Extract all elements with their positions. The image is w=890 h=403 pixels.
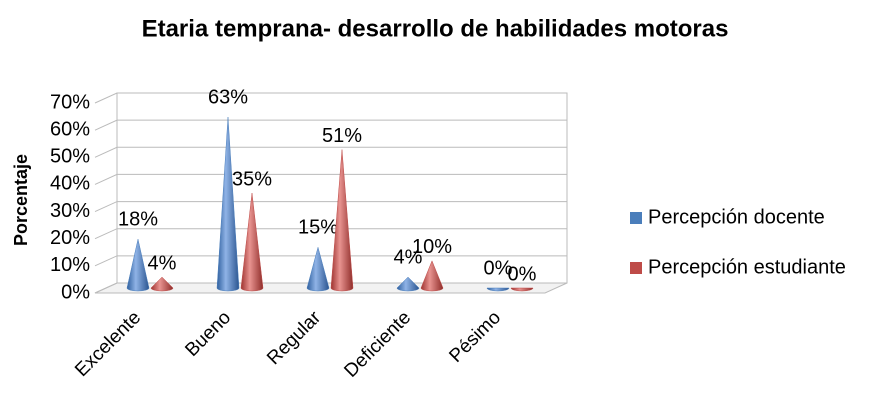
data-label: 0% (508, 263, 537, 285)
grid-line (94, 119, 567, 131)
y-tick-label: 70% (50, 91, 90, 113)
grid-line (94, 201, 567, 213)
data-label: 51% (322, 125, 362, 147)
y-tick-label: 20% (50, 227, 90, 249)
x-tick-label: Bueno (181, 307, 235, 361)
cone (396, 276, 420, 292)
y-tick-label: 30% (50, 200, 90, 222)
data-label: 35% (232, 168, 272, 190)
legend-label: Percepción estudiante (648, 256, 846, 278)
x-tick-label: Excelente (71, 307, 145, 381)
x-tick-label: Regular (263, 307, 325, 369)
grid-line (94, 146, 567, 158)
grid-line (94, 255, 567, 267)
x-tick-label: Pésimo (445, 307, 505, 367)
cone (240, 192, 264, 292)
y-tick-label: 60% (50, 118, 90, 140)
cone (510, 287, 534, 292)
grid-line (94, 173, 567, 185)
cone (306, 246, 330, 292)
y-tick-label: 10% (50, 254, 90, 276)
grid-line (94, 228, 567, 240)
cone (150, 276, 174, 292)
legend-swatch (630, 212, 642, 224)
cone (420, 260, 444, 292)
data-label: 4% (148, 252, 177, 274)
cone (216, 116, 240, 292)
cone (486, 287, 510, 292)
grid-line (94, 92, 567, 104)
data-label: 10% (412, 236, 452, 258)
legend-label: Percepción docente (648, 206, 825, 228)
data-label: 0% (484, 257, 513, 279)
cone (126, 239, 150, 292)
data-label: 18% (118, 208, 158, 230)
x-tick-label: Deficiente (340, 307, 415, 382)
data-label: 4% (394, 246, 423, 268)
chart-title: Etaria temprana- desarrollo de habilidad… (142, 15, 729, 42)
grid-line (94, 282, 567, 294)
data-label: 15% (298, 217, 338, 239)
cone (330, 149, 354, 292)
legend-swatch (630, 262, 642, 274)
y-tick-label: 40% (50, 173, 90, 195)
y-tick-label: 0% (61, 281, 90, 303)
y-tick-label: 50% (50, 146, 90, 168)
data-label: 63% (208, 86, 248, 108)
y-axis-label: Porcentaje (11, 154, 31, 246)
